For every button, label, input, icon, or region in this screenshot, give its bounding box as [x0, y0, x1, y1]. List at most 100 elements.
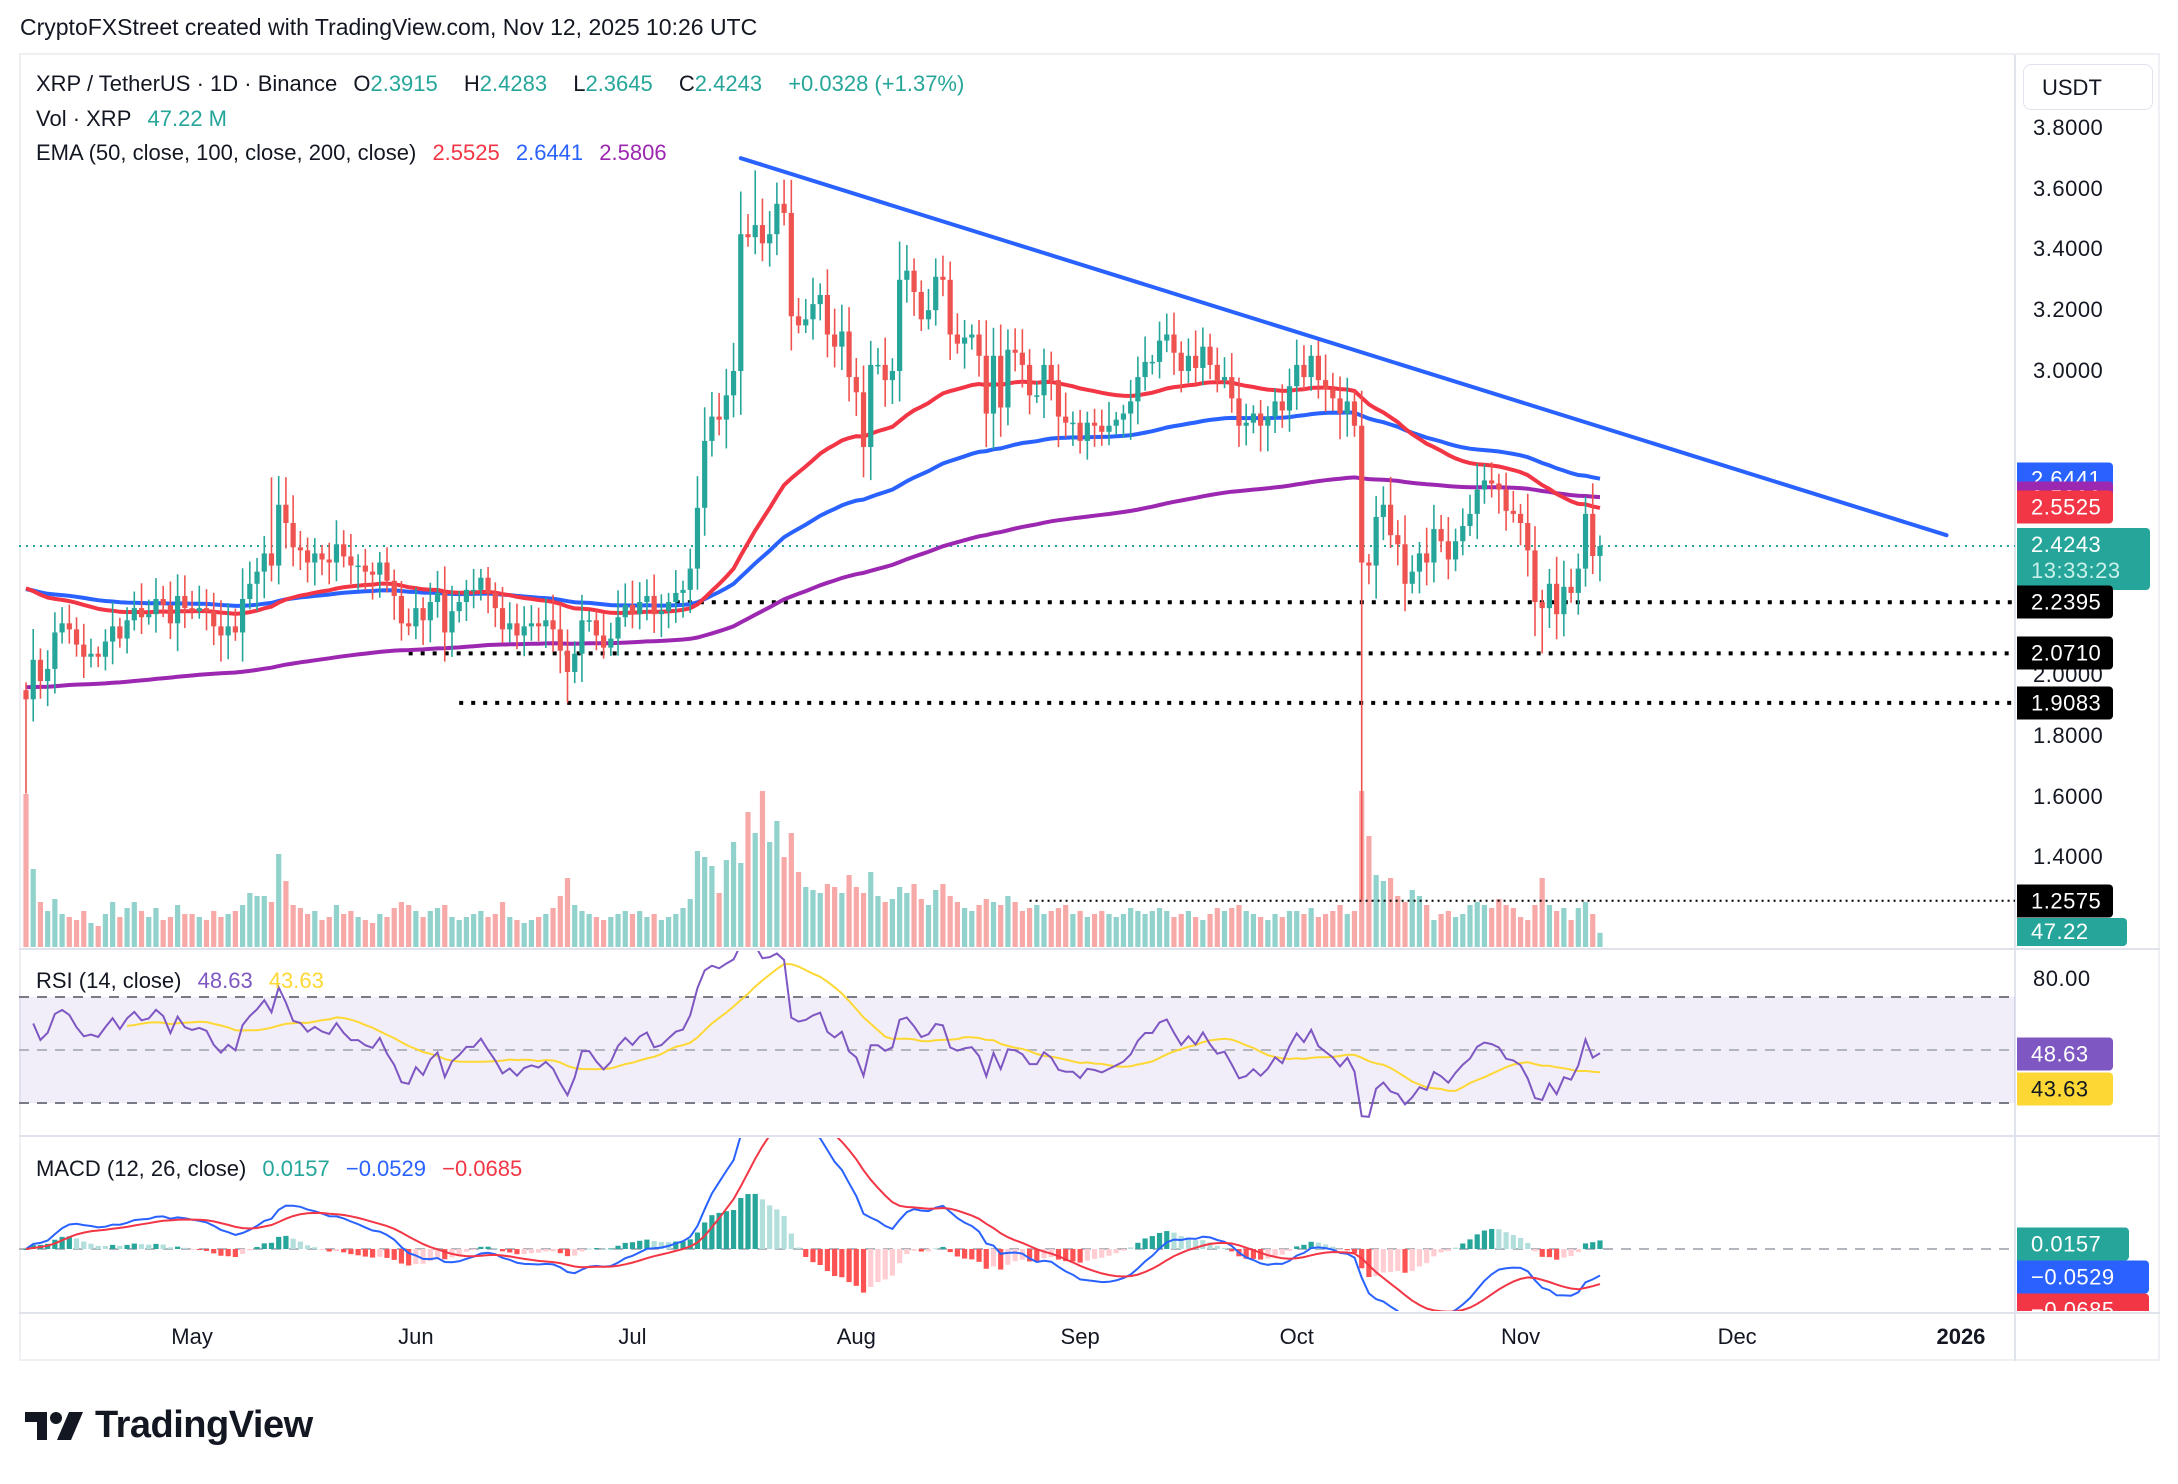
tradingview-logo[interactable]: TradingView [25, 1404, 313, 1447]
macd-histogram-bar [680, 1241, 686, 1249]
macd-histogram-bar [897, 1249, 903, 1264]
volume-bar [962, 908, 968, 947]
candle-body [1366, 562, 1372, 566]
ema-label[interactable]: EMA (50, close, 100, close, 200, close) [36, 140, 417, 165]
macd-histogram-bar [333, 1249, 340, 1252]
candle-body [138, 608, 145, 618]
macd-histogram-bar [254, 1246, 260, 1249]
volume-bar [225, 914, 231, 947]
macd-histogram-bar [1539, 1249, 1545, 1257]
macd-histogram-bar [918, 1249, 924, 1252]
candle-body [427, 602, 433, 621]
macd-histogram-bar [153, 1243, 159, 1249]
macd-histogram-bar [889, 1249, 895, 1276]
volume-bar [160, 920, 166, 947]
candle-body [1373, 516, 1379, 566]
ema-legend[interactable]: EMA (50, close, 100, close, 200, close) … [36, 140, 677, 166]
candle-body [990, 355, 997, 414]
candle-body [211, 611, 217, 627]
volume-bar [709, 866, 715, 947]
candle-body [110, 626, 116, 642]
candle-body [499, 608, 506, 630]
macd-histogram-bar [904, 1249, 910, 1255]
candle-body [680, 589, 686, 593]
candle-body [1344, 401, 1350, 414]
macd-histogram-bar [745, 1194, 751, 1249]
volume-bar [759, 791, 766, 947]
macd-histogram-bar [1005, 1249, 1011, 1265]
volume-bar [601, 920, 607, 947]
macd-histogram-bar [377, 1249, 383, 1257]
volume-bar [1452, 917, 1459, 947]
rsi-label[interactable]: RSI (14, close) [36, 968, 182, 993]
macd-histogram-bar [1193, 1240, 1199, 1249]
rsi-badge: 43.63 [2017, 1072, 2113, 1106]
volume-bar [463, 917, 470, 947]
volume-bar [1034, 905, 1040, 947]
candle-body [897, 279, 903, 371]
macd-histogram-bar [658, 1242, 664, 1249]
candle-body [442, 592, 448, 633]
macd-histogram-bar [1387, 1249, 1394, 1272]
candle-body [1041, 364, 1047, 396]
macd-label[interactable]: MACD (12, 26, close) [36, 1156, 247, 1181]
candle-body [918, 291, 924, 320]
candle-body [117, 626, 123, 639]
macd-histogram-bar [175, 1246, 181, 1249]
macd-histogram-bar [59, 1236, 65, 1249]
candle-body [832, 334, 838, 347]
candle-body [1243, 422, 1249, 426]
candle-body [247, 583, 253, 599]
macd-histogram-bar [853, 1249, 859, 1286]
currency-button[interactable]: USDT [2023, 64, 2153, 110]
volume-bar [427, 911, 433, 947]
candle-body [788, 212, 794, 317]
candle-body [203, 608, 210, 612]
macd-histogram-bar [73, 1238, 80, 1249]
macd-histogram-bar [629, 1242, 636, 1249]
macd-histogram-bar [536, 1249, 542, 1253]
volume-bar [969, 911, 975, 947]
volume-label[interactable]: Vol · XRP [36, 106, 132, 131]
candle-body [622, 605, 628, 618]
candle-body [521, 626, 527, 636]
candle-body [528, 623, 534, 627]
volume-bar [586, 914, 592, 947]
candle-body [406, 623, 412, 627]
volume-legend[interactable]: Vol · XRP 47.22 M [36, 106, 237, 132]
volume-bar [203, 920, 210, 947]
open-label: O [353, 71, 371, 96]
candle-body [124, 620, 130, 639]
candle-body [355, 565, 361, 568]
macd-value: −0.0529 [345, 1156, 426, 1181]
candle-body [1294, 364, 1300, 387]
volume-bar [521, 923, 527, 947]
macd-histogram-bar [521, 1249, 527, 1254]
volume-bar [897, 887, 903, 947]
macd-pane[interactable] [19, 1085, 2015, 1323]
candle-body [940, 276, 946, 280]
candle-body [860, 392, 867, 447]
volume-bar [550, 908, 556, 947]
macd-legend[interactable]: MACD (12, 26, close) 0.0157 −0.0529 −0.0… [36, 1156, 532, 1182]
rsi-legend[interactable]: RSI (14, close) 48.63 43.63 [36, 968, 334, 994]
symbol-legend[interactable]: XRP / TetherUS · 1D · Binance O2.3915 H2… [36, 71, 974, 97]
candle-body [1113, 419, 1119, 426]
volume-bar [369, 923, 376, 947]
price-pane[interactable] [19, 156, 2015, 947]
candle-body [983, 355, 989, 414]
volume-bar [1026, 908, 1033, 947]
macd-histogram-bar [478, 1246, 484, 1249]
macd-histogram-bar [1402, 1249, 1408, 1273]
macd-histogram-bar [651, 1241, 657, 1249]
candle-body [276, 504, 282, 566]
volume-bar [752, 833, 758, 947]
symbol-name[interactable]: XRP / TetherUS · 1D · Binance [36, 71, 338, 96]
volume-bar [925, 905, 932, 947]
volume-bar [283, 881, 289, 947]
candle-body [954, 334, 960, 344]
rsi-pane[interactable] [19, 945, 2015, 1118]
volume-bar [1395, 896, 1401, 947]
candle-body [745, 234, 751, 238]
